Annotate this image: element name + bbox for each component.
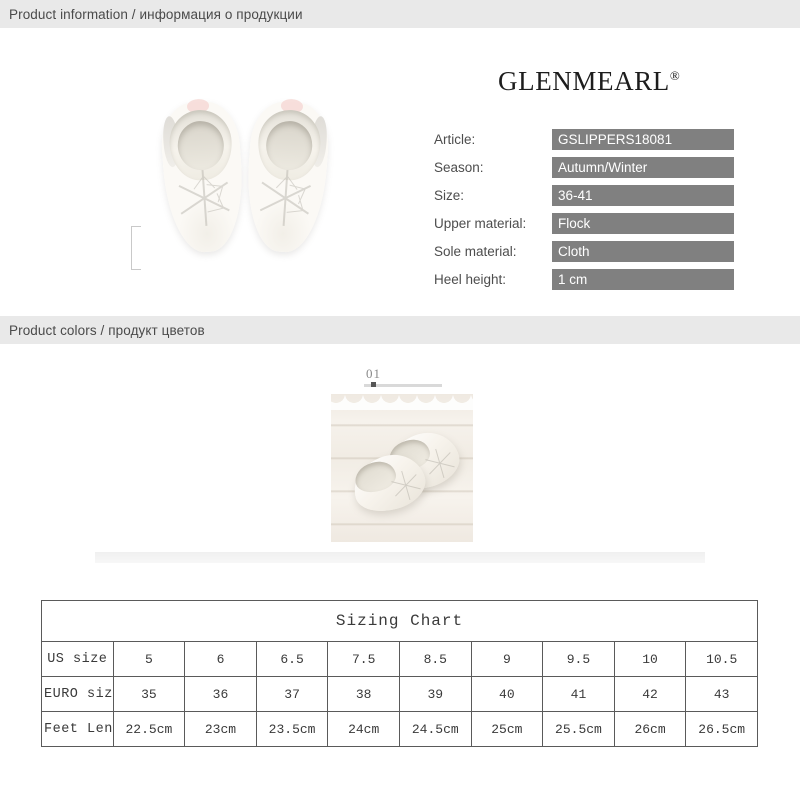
color-variant-label: 01 bbox=[366, 366, 381, 381]
table-cell: 26.5cm bbox=[685, 711, 758, 747]
spec-label: Heel height: bbox=[434, 271, 507, 287]
slipper-left bbox=[158, 98, 248, 255]
wood-background bbox=[331, 394, 473, 542]
spec-value: Flock bbox=[552, 212, 734, 234]
table-cell: 35 bbox=[112, 676, 186, 712]
section-divider bbox=[95, 552, 705, 563]
spec-value: 1 cm bbox=[552, 268, 734, 290]
table-row-euro-size: EURO size 35 36 37 38 39 40 41 42 43 bbox=[41, 676, 758, 712]
table-cell: 37 bbox=[255, 676, 329, 712]
spec-value: GSLIPPERS18081 bbox=[552, 128, 734, 150]
row-header: US size bbox=[41, 641, 114, 677]
sizing-chart-table: Sizing Chart US size 5 6 6.5 7.5 8.5 9 9… bbox=[41, 600, 758, 747]
table-cell: 40 bbox=[470, 676, 544, 712]
measurement-bracket-icon bbox=[131, 226, 141, 270]
table-cell: 24.5cm bbox=[398, 711, 472, 747]
table-cell: 7.5 bbox=[327, 641, 400, 677]
table-cell: 25cm bbox=[470, 711, 544, 747]
slipper-right bbox=[242, 98, 332, 255]
table-cell: 36 bbox=[184, 676, 257, 712]
registered-trademark-icon: ® bbox=[669, 68, 680, 83]
section-header-product-information: Product information / информация о проду… bbox=[0, 0, 800, 28]
spec-label: Upper material: bbox=[434, 215, 527, 231]
product-photo-topview bbox=[150, 90, 340, 265]
spec-label: Sole material: bbox=[434, 243, 517, 259]
table-row-feet-length: Feet Length 22.5cm 23cm 23.5cm 24cm 24.5… bbox=[41, 711, 758, 747]
table-cell: 22.5cm bbox=[112, 711, 186, 747]
spec-value: 36-41 bbox=[552, 184, 734, 206]
spec-label: Season: bbox=[434, 159, 484, 175]
brand-logo: GLENMEARL® bbox=[498, 66, 680, 97]
table-cell: 41 bbox=[542, 676, 615, 712]
table-cell: 43 bbox=[685, 676, 758, 712]
table-cell: 38 bbox=[327, 676, 400, 712]
table-cell: 26cm bbox=[613, 711, 687, 747]
section-header-product-colors: Product colors / продукт цветов bbox=[0, 316, 800, 344]
table-cell: 5 bbox=[112, 641, 186, 677]
table-cell: 23.5cm bbox=[255, 711, 329, 747]
specification-list: Article: GSLIPPERS18081 Season: Autumn/W… bbox=[434, 128, 734, 296]
product-photo-scene bbox=[150, 90, 340, 265]
spec-row-article: Article: GSLIPPERS18081 bbox=[434, 128, 734, 150]
table-cell: 25.5cm bbox=[542, 711, 615, 747]
spec-row-upper-material: Upper material: Flock bbox=[434, 212, 734, 234]
table-cell: 10.5 bbox=[685, 641, 758, 677]
row-header: EURO size bbox=[41, 676, 114, 712]
snowflake-icon bbox=[256, 168, 316, 228]
table-cell: 10 bbox=[613, 641, 687, 677]
scalloped-edge bbox=[331, 394, 473, 410]
spec-row-heel-height: Heel height: 1 cm bbox=[434, 268, 734, 290]
table-cell: 9.5 bbox=[542, 641, 615, 677]
snowflake-icon bbox=[175, 168, 235, 228]
spec-value: Autumn/Winter bbox=[552, 156, 734, 178]
product-information-section: GLENMEARL® Article: GSLIPPERS18081 Seaso… bbox=[0, 28, 800, 316]
table-cell: 6 bbox=[184, 641, 257, 677]
table-row-us-size: US size 5 6 6.5 7.5 8.5 9 9.5 10 10.5 bbox=[41, 641, 758, 677]
table-cell: 23cm bbox=[184, 711, 257, 747]
color-variant-marker-icon[interactable] bbox=[371, 382, 376, 387]
table-cell: 8.5 bbox=[398, 641, 472, 677]
row-header: Feet Length bbox=[41, 711, 114, 747]
spec-row-sole-material: Sole material: Cloth bbox=[434, 240, 734, 262]
product-colors-section: 01 bbox=[0, 344, 800, 584]
table-row-title: Sizing Chart bbox=[41, 600, 758, 642]
section-header-label: Product colors / продукт цветов bbox=[9, 322, 205, 338]
table-cell: 39 bbox=[398, 676, 472, 712]
section-header-label: Product information / информация о проду… bbox=[9, 6, 303, 22]
spec-row-size: Size: 36-41 bbox=[434, 184, 734, 206]
color-variant-rule bbox=[364, 384, 442, 387]
product-photo-lifestyle bbox=[331, 394, 473, 542]
sizing-chart-title: Sizing Chart bbox=[41, 600, 758, 642]
table-cell: 24cm bbox=[327, 711, 400, 747]
table-cell: 9 bbox=[470, 641, 544, 677]
spec-value: Cloth bbox=[552, 240, 734, 262]
table-cell: 42 bbox=[613, 676, 687, 712]
brand-name: GLENMEARL bbox=[498, 66, 670, 96]
spec-row-season: Season: Autumn/Winter bbox=[434, 156, 734, 178]
spec-label: Article: bbox=[434, 131, 476, 147]
table-cell: 6.5 bbox=[255, 641, 329, 677]
spec-label: Size: bbox=[434, 187, 465, 203]
